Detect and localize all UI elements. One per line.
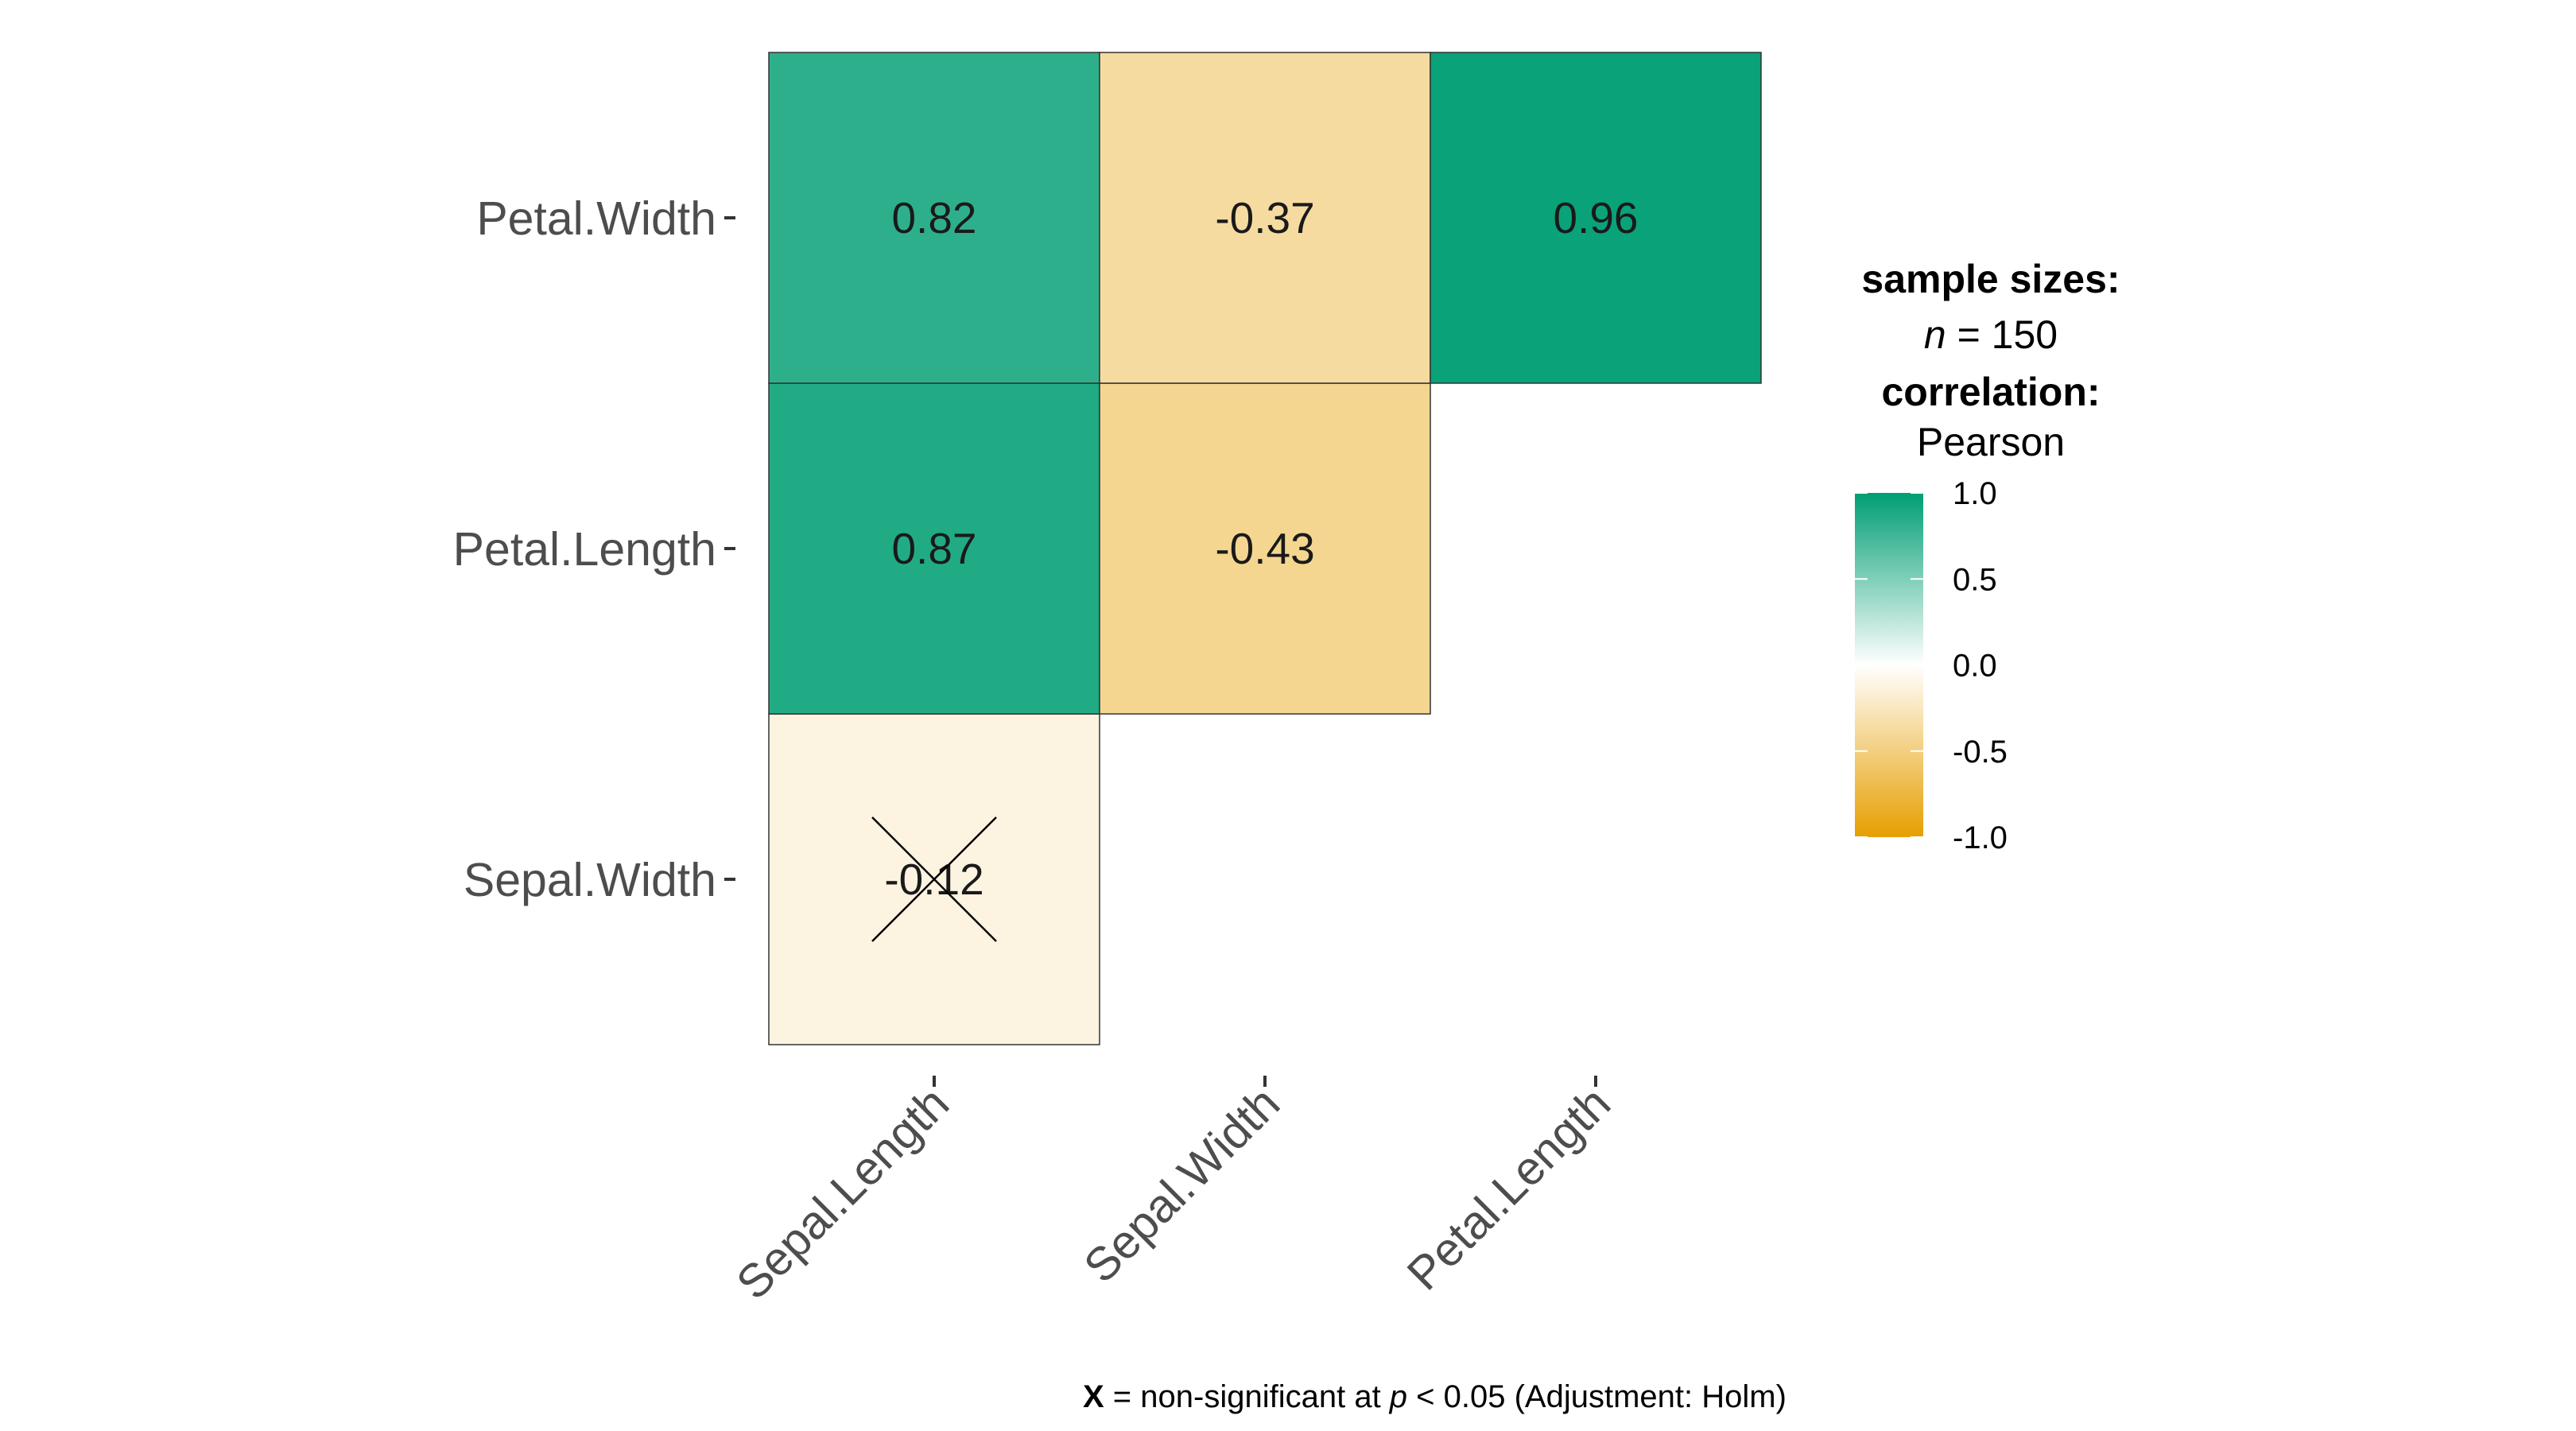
x-tick-label: Petal.Length (1397, 1077, 1620, 1301)
cell-value-label: -0.43 (1215, 524, 1314, 573)
cell-rect (768, 382, 1100, 715)
legend-tick-label: -0.5 (1953, 735, 2008, 770)
legend-title-correlation: correlation: (1881, 370, 2100, 414)
heatmap-cell: -0.37 (1099, 52, 1431, 384)
legend-tick-label: 0.5 (1953, 562, 1997, 597)
y-tick-label: Sepal.Width (464, 854, 716, 906)
legend-tick-label: -1.0 (1953, 820, 2008, 855)
cell-value-label: 0.87 (891, 524, 976, 573)
heatmap-cell: -0.43 (1099, 382, 1431, 715)
cell-rect (1430, 52, 1762, 384)
legend-tick-label: 0.0 (1953, 649, 1997, 684)
legend-tick-label: 1.0 (1953, 476, 1997, 511)
heatmap-cell: 0.96 (1430, 52, 1762, 384)
heatmap-cell: 0.82 (768, 52, 1100, 384)
y-tick-label: Petal.Length (453, 523, 716, 576)
heatmap-cell: 0.87 (768, 382, 1100, 715)
legend-title-sample-sizes: sample sizes: (1861, 257, 2120, 301)
cell-rect (1099, 382, 1431, 715)
legend-ticks: 1.0 0.5 0.0 -0.5 -1.0 (1855, 476, 2008, 855)
legend: sample sizes: n = 150 correlation: Pears… (1855, 257, 2120, 855)
cell-rect (1099, 52, 1431, 384)
cell-value-label: 0.96 (1553, 193, 1638, 242)
x-tick-label: Sepal.Length (727, 1077, 960, 1310)
legend-sample-size: n = 150 (1924, 312, 2058, 357)
y-axis: Sepal.Width Petal.Length Petal.Width (453, 192, 735, 906)
heatmap-cells: -0.12 0.87 -0.43 0.82 -0.37 0.96 (768, 52, 1762, 1045)
cell-value-label: -0.37 (1215, 193, 1314, 242)
heatmap-cell: -0.12 (768, 713, 1100, 1045)
x-tick-label: Sepal.Width (1074, 1077, 1290, 1293)
cell-value-label: 0.82 (891, 193, 976, 242)
caption: X = non-significant at p < 0.05 (Adjustm… (1083, 1379, 1787, 1414)
y-tick-label: Petal.Width (476, 192, 716, 245)
non-significant-cross-line (871, 816, 997, 942)
x-axis: Sepal.Length Sepal.Width Petal.Length (727, 1076, 1620, 1310)
legend-correlation-method: Pearson (1917, 420, 2065, 464)
cell-rect (768, 52, 1100, 384)
